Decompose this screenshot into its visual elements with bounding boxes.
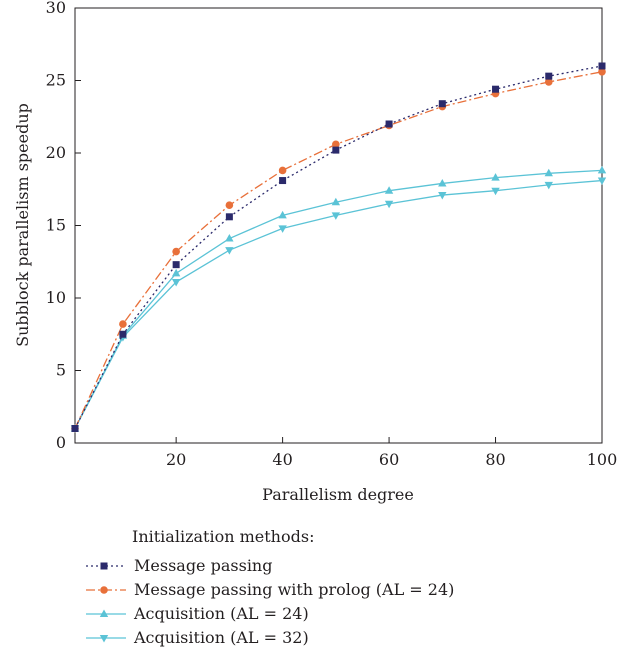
y-tick-label: 10 <box>46 288 66 307</box>
series-line <box>74 65 603 429</box>
legend-label: Message passing <box>134 556 272 575</box>
x-axis-label: Parallelism degree <box>262 485 414 504</box>
data-point <box>492 85 500 93</box>
data-point <box>438 178 447 187</box>
data-point <box>544 78 553 86</box>
plot-frame <box>74 7 603 444</box>
x-tick-label: 40 <box>272 450 292 469</box>
data-point <box>119 330 127 338</box>
legend-label: Acquisition (AL = 24) <box>133 604 309 623</box>
legend-marker <box>100 586 108 594</box>
series-line <box>74 169 603 429</box>
data-point <box>331 212 341 220</box>
x-tick-label: 20 <box>166 450 186 469</box>
legend-marker <box>99 609 109 617</box>
data-point <box>385 120 393 128</box>
data-point <box>384 186 394 194</box>
data-point <box>597 177 607 186</box>
data-point <box>278 166 287 175</box>
legend-entry: Message passing with prolog (AL = 24) <box>86 580 454 599</box>
legend-entry: Acquisition (AL = 24) <box>86 604 309 623</box>
legend-title: Initialization methods: <box>132 527 314 546</box>
data-point <box>172 247 180 256</box>
y-tick-label: 20 <box>46 143 66 162</box>
x-axis-ticks: 20 40 60 80 100 <box>166 437 617 469</box>
data-point <box>545 72 553 80</box>
data-point <box>491 173 500 181</box>
series-2 <box>71 68 606 433</box>
data-point <box>544 168 553 177</box>
data-point <box>172 261 180 269</box>
data-point <box>225 213 233 221</box>
data-point <box>119 320 127 328</box>
y-tick-label: 25 <box>46 71 66 90</box>
data-point <box>278 210 287 219</box>
data-point <box>438 192 447 200</box>
data-point <box>225 234 234 242</box>
x-tick-label: 60 <box>379 450 399 469</box>
series-1 <box>71 62 606 432</box>
legend-label: Acquisition (AL = 32) <box>133 628 309 647</box>
data-point <box>597 165 607 174</box>
y-tick-label: 0 <box>56 433 66 452</box>
legend-label: Message passing with prolog (AL = 24) <box>134 580 454 599</box>
series-3 <box>70 165 607 432</box>
y-axis-ticks: 0 5 10 15 20 25 30 <box>46 0 81 452</box>
series-4 <box>70 177 607 433</box>
x-tick-label: 100 <box>587 450 618 469</box>
data-point <box>438 100 446 108</box>
series-line <box>74 71 603 429</box>
legend-entry: Acquisition (AL = 32) <box>86 628 309 647</box>
x-tick-label: 80 <box>485 450 505 469</box>
data-point <box>71 425 79 432</box>
data-point <box>171 268 181 277</box>
y-tick-label: 15 <box>46 216 66 235</box>
legend-entry: Message passing <box>86 556 272 575</box>
data-point <box>171 279 181 287</box>
y-tick-label: 5 <box>56 361 66 380</box>
data-point <box>279 177 287 185</box>
data-point <box>491 187 500 196</box>
data-point <box>384 200 394 209</box>
data-point <box>544 181 553 190</box>
data-point <box>598 62 606 70</box>
legend-marker <box>99 635 109 643</box>
data-point <box>332 140 340 149</box>
data-point <box>331 197 341 206</box>
data-point <box>598 68 606 76</box>
legend: Initialization methods: Message passing M… <box>86 527 454 647</box>
data-point <box>278 225 287 233</box>
data-point <box>225 201 234 209</box>
y-axis-label: Subblock parallelism speedup <box>13 103 32 347</box>
y-tick-label: 30 <box>46 0 66 17</box>
series-line <box>74 179 603 429</box>
data-point <box>225 247 234 255</box>
legend-marker <box>100 562 108 570</box>
series-layer <box>70 62 607 433</box>
data-point <box>332 146 340 154</box>
